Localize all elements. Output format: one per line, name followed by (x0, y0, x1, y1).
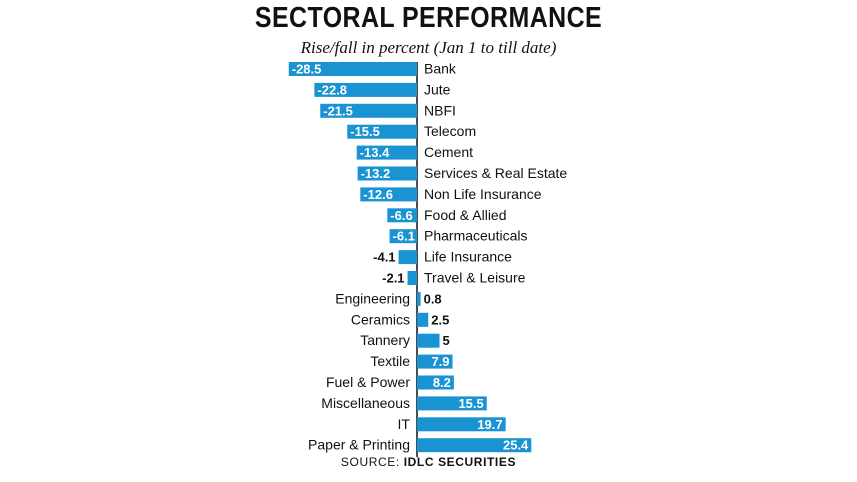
value-label-jute: -22.8 (317, 82, 347, 97)
value-label-nbfi: -21.5 (323, 103, 353, 118)
value-label-food-allied: -6.6 (390, 208, 412, 223)
category-label-non-life-insurance: Non Life Insurance (424, 186, 542, 202)
bar-nbfi (320, 103, 417, 118)
bar-engineering (417, 291, 421, 306)
category-label-ceramics: Ceramics (351, 311, 410, 327)
bar-pharmaceuticals (389, 229, 417, 244)
bar-ceramics (417, 312, 429, 327)
value-label-pharmaceuticals: -6.1 (393, 229, 415, 244)
value-label-non-life-insurance: -12.6 (363, 187, 393, 202)
source-note: SOURCE: IDLC SECURITIES (0, 455, 857, 469)
category-label-jute: Jute (424, 81, 451, 97)
value-label-bank: -28.5 (292, 62, 322, 77)
bar-services-real-estate (357, 166, 417, 181)
value-label-miscellaneous: 15.5 (458, 396, 483, 411)
bar-life-insurance (398, 250, 417, 265)
value-label-textile: 7.9 (431, 354, 449, 369)
bar-jute (314, 82, 417, 97)
bar-food-allied (387, 208, 417, 223)
category-label-paper-printing: Paper & Printing (308, 437, 410, 453)
category-label-life-insurance: Life Insurance (424, 249, 512, 265)
value-label-travel-leisure: -2.1 (382, 271, 404, 286)
category-label-telecom: Telecom (424, 123, 476, 139)
category-label-tannery: Tannery (360, 332, 410, 348)
value-label-ceramics: 2.5 (431, 312, 449, 327)
value-label-fuel-power: 8.2 (433, 375, 451, 390)
bar-travel-leisure (407, 271, 417, 285)
bar-paper-printing (417, 438, 532, 453)
category-label-services-real-estate: Services & Real Estate (424, 165, 567, 181)
bar-cement (356, 145, 417, 160)
value-label-it: 19.7 (477, 417, 502, 432)
category-label-fuel-power: Fuel & Power (326, 374, 410, 390)
value-label-paper-printing: 25.4 (503, 438, 529, 453)
value-label-engineering: 0.8 (424, 291, 442, 306)
bar-telecom (347, 124, 417, 139)
category-label-cement: Cement (424, 144, 473, 160)
category-label-engineering: Engineering (335, 290, 410, 306)
category-label-it: IT (398, 416, 411, 432)
bar-miscellaneous (417, 396, 487, 411)
value-label-services-real-estate: -13.2 (361, 166, 391, 181)
source-label: SOURCE: (340, 455, 400, 469)
category-label-nbfi: NBFI (424, 102, 456, 118)
category-label-pharmaceuticals: Pharmaceuticals (424, 228, 528, 244)
value-label-tannery: 5 (443, 333, 450, 348)
source-name: IDLC SECURITIES (403, 455, 517, 469)
chart-title: SECTORAL PERFORMANCE (254, 2, 603, 34)
value-label-cement: -13.4 (360, 145, 390, 160)
bar-it (417, 417, 506, 432)
category-label-bank: Bank (424, 61, 457, 77)
value-label-life-insurance: -4.1 (373, 250, 395, 265)
value-label-telecom: -15.5 (350, 124, 380, 139)
bar-bank (288, 62, 417, 76)
chart-subtitle: Rise/fall in percent (Jan 1 to till date… (300, 38, 557, 57)
category-label-food-allied: Food & Allied (424, 207, 507, 223)
category-label-textile: Textile (370, 353, 410, 369)
bar-textile (417, 354, 453, 369)
bar-non-life-insurance (360, 187, 417, 202)
category-label-miscellaneous: Miscellaneous (321, 395, 410, 411)
category-label-travel-leisure: Travel & Leisure (424, 270, 526, 286)
bar-tannery (417, 333, 440, 348)
bar-fuel-power (417, 375, 454, 390)
